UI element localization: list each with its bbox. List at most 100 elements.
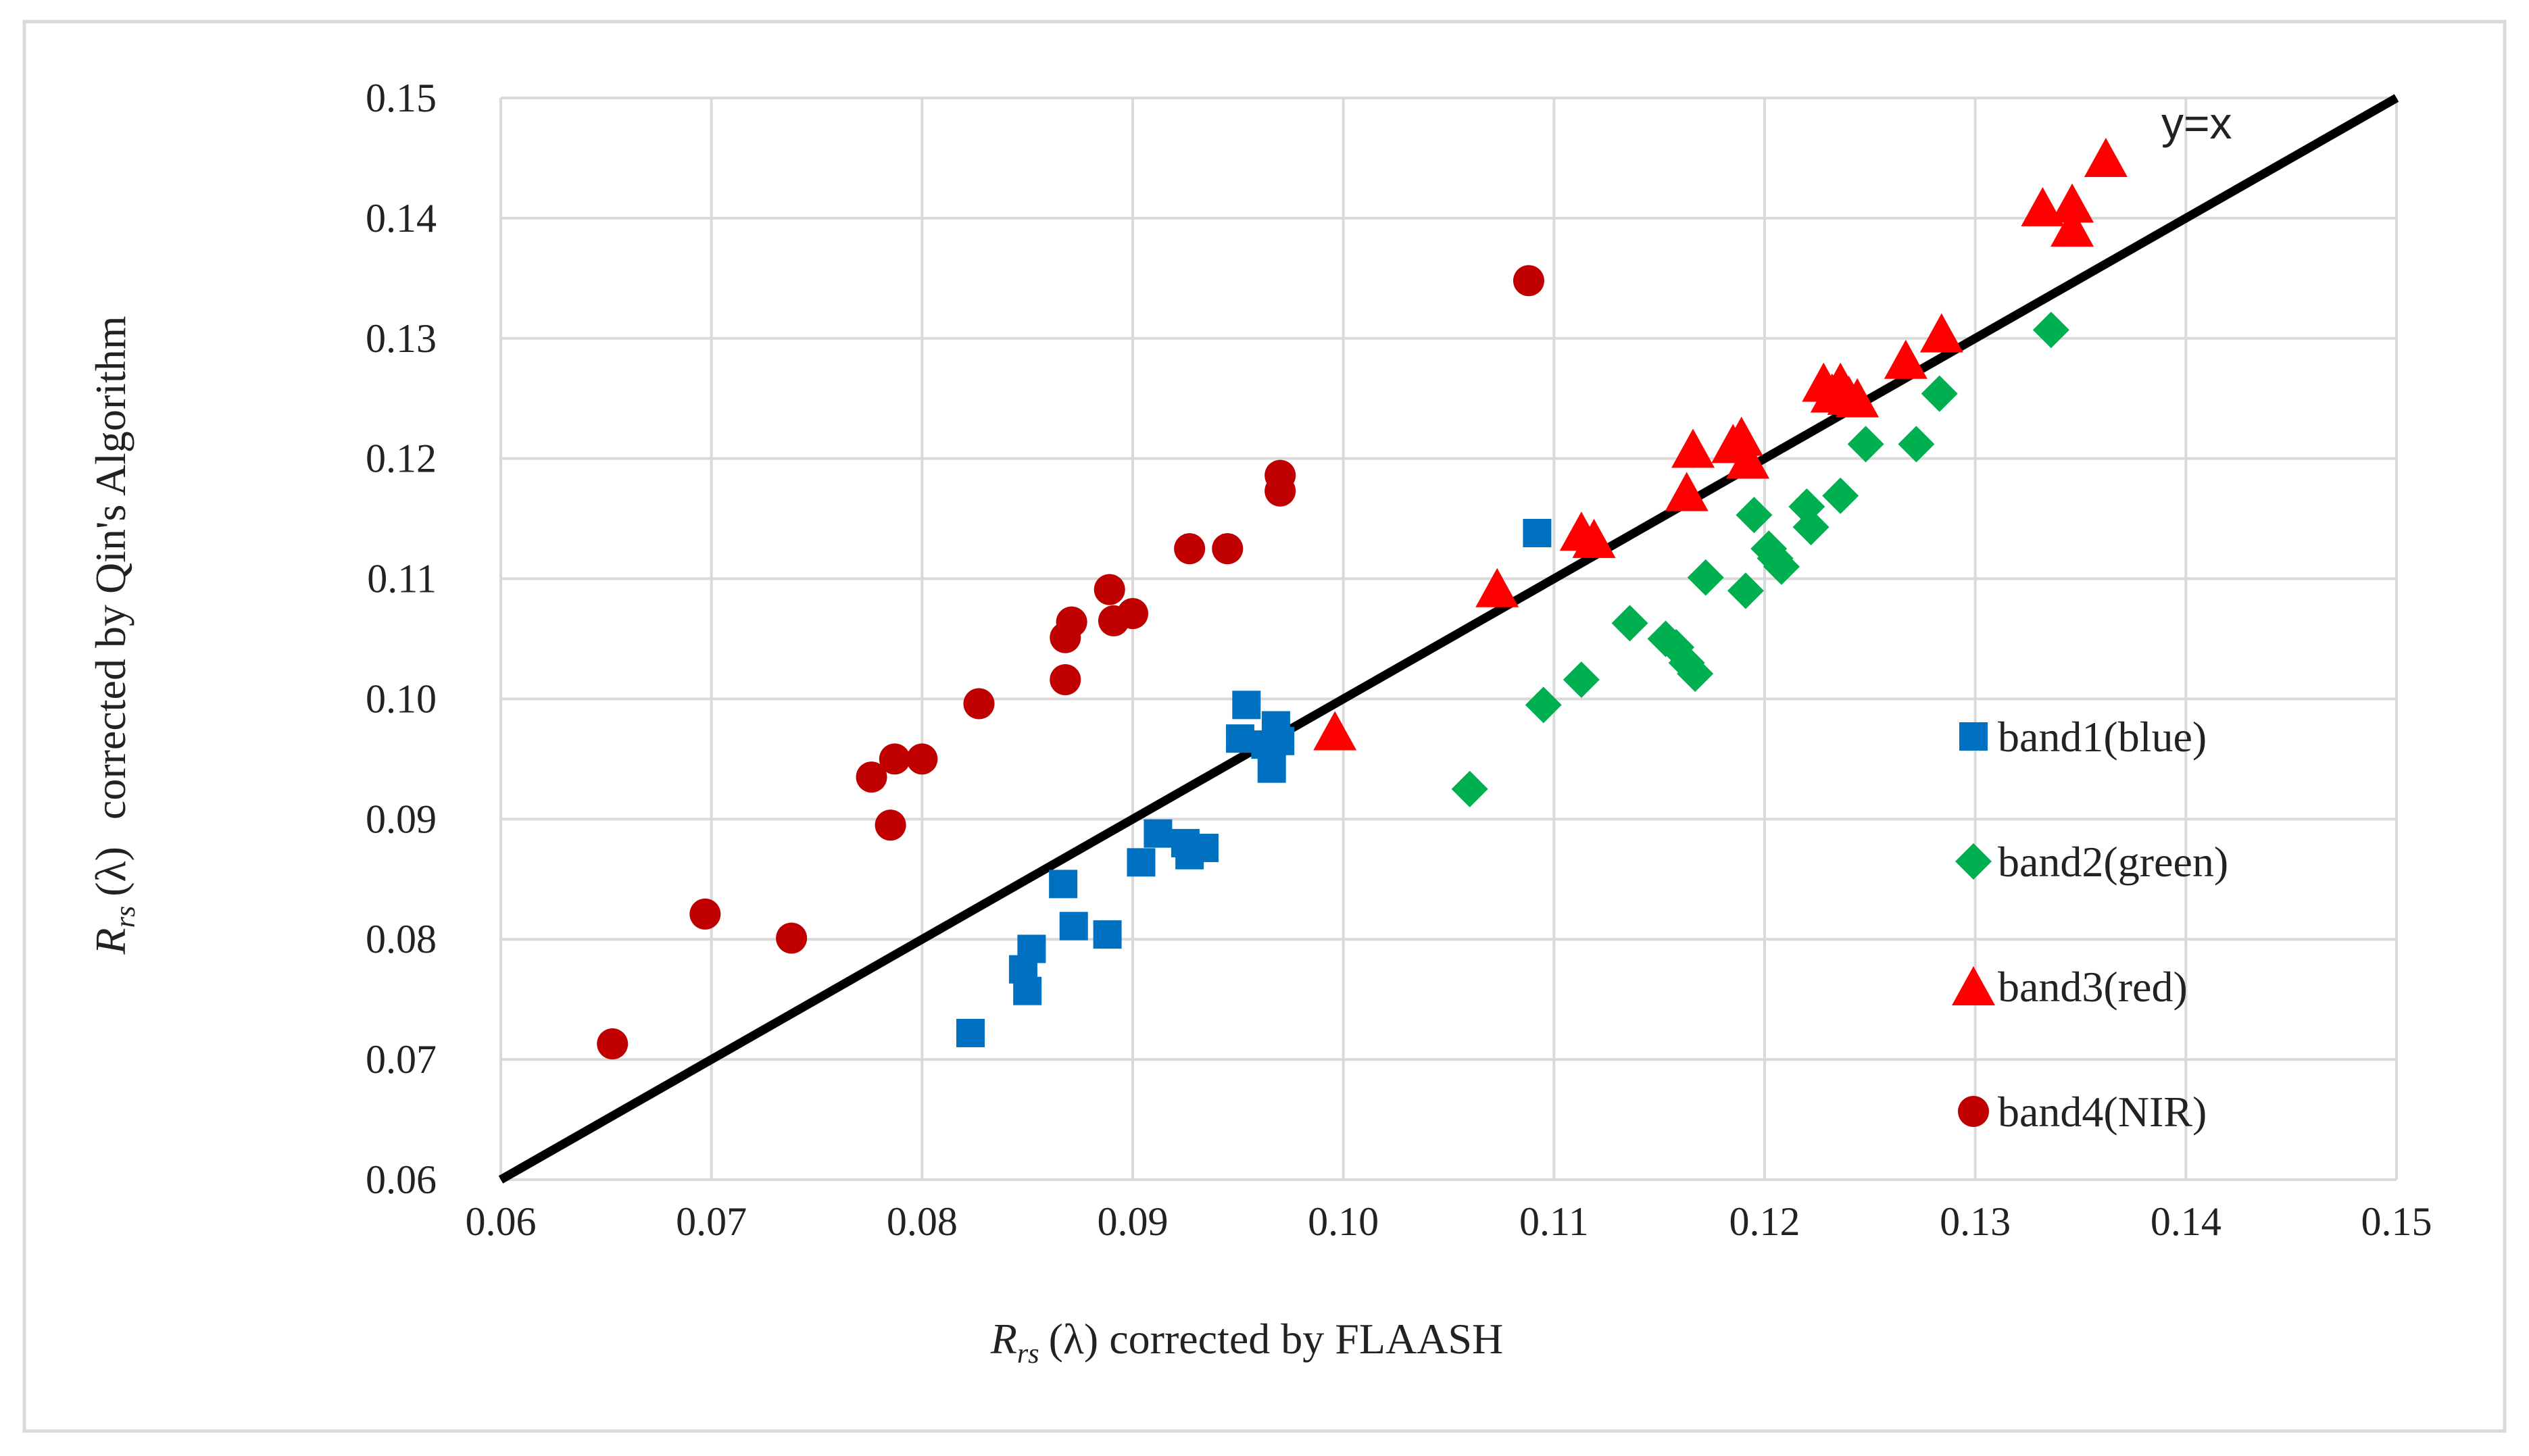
point-band4-nir <box>597 1028 629 1059</box>
legend-label-band4-nir: band4(NIR) <box>1998 1088 2207 1136</box>
y-axis-symbol: R <box>87 928 134 955</box>
point-band2-green <box>1451 770 1488 807</box>
point-band4-nir <box>1117 598 1148 630</box>
point-band3-red <box>1884 339 1928 379</box>
x-axis-text: corrected by FLAASH <box>1109 1315 1503 1363</box>
point-band1-blue <box>1225 724 1254 753</box>
y-tick-label: 0.09 <box>366 797 437 841</box>
point-band1-blue <box>1144 819 1173 848</box>
x-tick-label: 0.09 <box>1098 1199 1169 1244</box>
y-tick-label: 0.08 <box>366 917 437 961</box>
x-tick-label: 0.15 <box>2361 1199 2432 1244</box>
y-tick-label: 0.11 <box>367 557 437 601</box>
point-band4-nir <box>1174 533 1206 565</box>
x-axis-title: Rrs (λ) corrected by FLAASH <box>990 1315 1503 1370</box>
point-band4-nir <box>1094 574 1125 605</box>
legend-label-band2-green: band2(green) <box>1998 838 2228 886</box>
y-axis-lambda: (λ) <box>87 847 134 897</box>
point-band4-nir <box>1212 533 1244 565</box>
legend-label-band3-red: band3(red) <box>1998 963 2188 1011</box>
point-band3-red <box>2084 137 2128 177</box>
point-band1-blue <box>1257 754 1286 783</box>
y-axis-subscript: rs <box>110 906 141 928</box>
point-band2-green <box>1792 509 1830 546</box>
x-tick-label: 0.10 <box>1308 1199 1379 1244</box>
y-axis-title: Rrs (λ) corrected by Qin's Algorithm <box>87 316 141 955</box>
point-band2-green <box>1727 572 1764 609</box>
point-band3-red <box>2051 207 2094 247</box>
point-band2-green <box>1677 655 1714 693</box>
legend-marker-band4-nir <box>1958 1096 1989 1127</box>
point-band4-nir <box>1513 265 1544 297</box>
point-band2-green <box>1921 375 1958 412</box>
point-band2-green <box>1847 426 1884 463</box>
tick-labels: 0.06 0.07 0.08 0.09 0.10 0.11 0.12 0.13 0.14 0.15… <box>366 76 2432 1244</box>
point-band2-green <box>1687 559 1724 596</box>
point-band4-nir <box>776 922 808 954</box>
point-band4-nir <box>906 743 938 775</box>
point-band2-green <box>1763 548 1800 585</box>
data-points <box>597 137 2128 1059</box>
point-band3-red <box>1665 472 1709 511</box>
point-band1-blue <box>1266 726 1295 755</box>
point-band4-nir <box>875 809 906 841</box>
point-band1-blue <box>1049 870 1078 899</box>
x-axis-symbol: R <box>990 1315 1017 1363</box>
point-band3-red <box>1719 416 1763 456</box>
point-band1-blue <box>1127 848 1156 877</box>
point-band2-green <box>1736 497 1773 534</box>
point-band3-red <box>1475 568 1519 607</box>
point-band3-red <box>1919 313 1963 353</box>
point-band1-blue <box>956 1018 985 1047</box>
x-tick-label: 0.13 <box>1940 1199 2011 1244</box>
y-tick-label: 0.10 <box>366 676 437 721</box>
point-band4-nir <box>879 743 910 775</box>
point-band3-red <box>2021 186 2065 226</box>
x-tick-label: 0.08 <box>887 1199 958 1244</box>
reference-line-group <box>498 94 2399 1184</box>
point-band2-green <box>1898 426 1935 463</box>
point-band2-green <box>1525 686 1562 724</box>
point-band1-blue <box>1189 834 1219 863</box>
x-axis-subscript: rs <box>1017 1338 1039 1370</box>
legend-marker-band1-blue <box>1959 722 1988 751</box>
y-tick-label: 0.06 <box>366 1157 437 1202</box>
point-band1-blue <box>1523 518 1552 547</box>
x-tick-label: 0.14 <box>2151 1199 2221 1244</box>
point-band1-blue <box>1013 976 1042 1005</box>
point-band1-blue <box>1059 911 1088 940</box>
y-tick-label: 0.13 <box>366 316 437 361</box>
reference-line-y-equals-x <box>498 94 2399 1184</box>
y-tick-label: 0.12 <box>366 436 437 481</box>
point-band2-green <box>1611 605 1648 642</box>
point-band1-blue <box>1017 934 1046 963</box>
legend-marker-band3-red <box>1952 966 1995 1005</box>
y-tick-label: 0.07 <box>366 1037 437 1082</box>
point-band3-red <box>1726 439 1770 479</box>
point-band2-green <box>1563 661 1600 698</box>
y-tick-label: 0.14 <box>366 196 437 241</box>
legend: band1(blue) band2(green) band3(red) band4(N… <box>1952 713 2228 1136</box>
point-band3-red <box>1671 428 1715 468</box>
point-band4-nir <box>689 898 721 930</box>
x-tick-label: 0.12 <box>1729 1199 1800 1244</box>
x-tick-label: 0.07 <box>676 1199 747 1244</box>
point-band2-green <box>1822 477 1859 514</box>
gridlines <box>499 97 2398 1181</box>
point-band3-red <box>2051 183 2094 223</box>
legend-label-band1-blue: band1(blue) <box>1998 713 2207 761</box>
point-band3-red <box>1572 518 1616 558</box>
reference-line-label: y=x <box>2161 98 2232 148</box>
point-band3-red <box>1836 378 1880 418</box>
legend-marker-band2-green <box>1955 843 1992 880</box>
x-axis-lambda: (λ) <box>1049 1315 1099 1363</box>
point-band4-nir <box>856 761 887 793</box>
point-band4-nir <box>1056 606 1087 638</box>
point-band2-green <box>2032 311 2069 349</box>
point-band1-blue <box>1232 691 1261 720</box>
x-tick-label: 0.11 <box>1519 1199 1589 1244</box>
point-band4-nir <box>963 688 995 720</box>
point-band1-blue <box>1093 920 1122 949</box>
y-tick-label: 0.15 <box>366 76 437 120</box>
